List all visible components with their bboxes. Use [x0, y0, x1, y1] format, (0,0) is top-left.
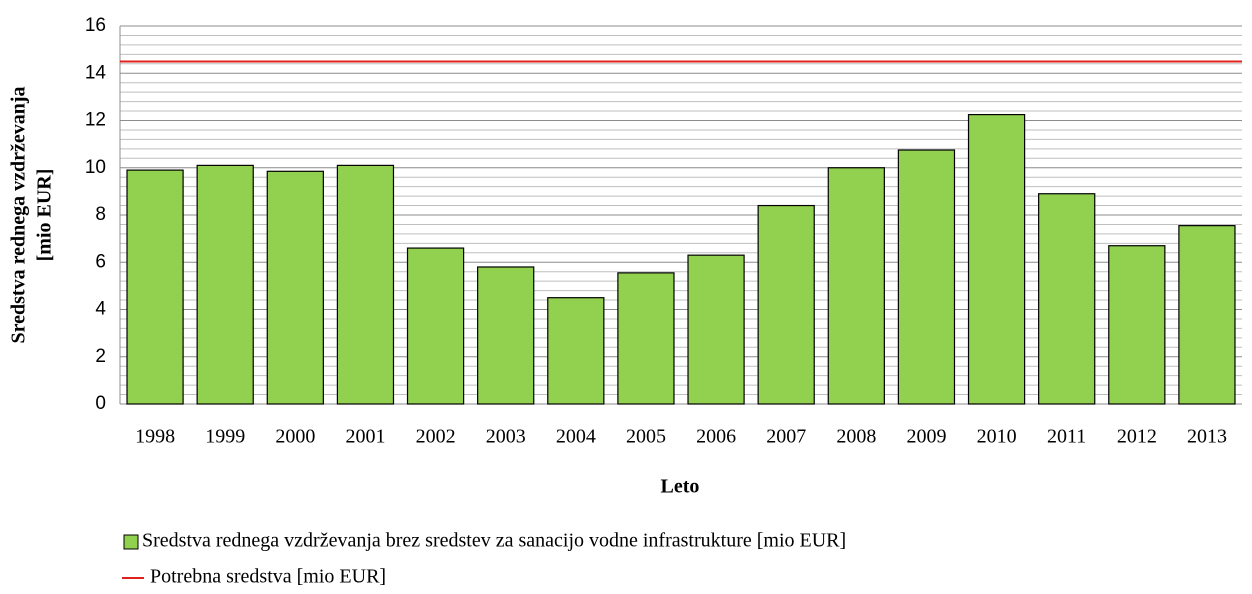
bar [897, 149, 956, 405]
x-axis-title: Leto [661, 476, 700, 498]
x-tick-label: 1999 [205, 426, 245, 448]
x-tick-label: 2013 [1187, 426, 1227, 448]
y-tick-label: 8 [95, 204, 106, 225]
x-tick-label: 2000 [275, 426, 315, 448]
y-tick-label: 6 [95, 251, 106, 272]
x-tick-label: 2012 [1117, 426, 1157, 448]
legend-label: Sredstva rednega vzdrževanja brez sredst… [142, 530, 846, 552]
y-tick-label: 2 [95, 346, 106, 367]
bar [126, 169, 184, 405]
y-tick-label: 12 [85, 110, 106, 131]
bar [1038, 193, 1096, 405]
y-tick-label: 14 [85, 62, 107, 83]
x-tick-label: 1998 [135, 426, 175, 448]
bar [196, 164, 254, 405]
x-tick-label: 2007 [766, 426, 806, 448]
bar [1178, 225, 1236, 405]
bar [336, 164, 395, 405]
y-tick-label: 10 [85, 157, 106, 178]
x-tick-label: 2011 [1047, 426, 1086, 448]
x-tick-label: 2010 [977, 426, 1017, 448]
y-tick-label: 4 [95, 299, 106, 320]
bar [1108, 245, 1166, 405]
x-tick-label: 2003 [486, 426, 526, 448]
y-axis-title: Sredstva rednega vzdrževanja [mio EUR] [8, 86, 56, 343]
legend-label: Potrebna sredstva [mio EUR] [150, 566, 386, 588]
x-tick-label: 2005 [626, 426, 666, 448]
bar [757, 204, 815, 405]
y-axis-title-line: Sredstva rednega vzdrževanja [8, 86, 30, 343]
x-tick-label: 2004 [556, 426, 596, 448]
x-tick-label: 2002 [416, 426, 456, 448]
bar [477, 266, 535, 405]
y-tick-label: 16 [85, 15, 106, 36]
x-tick-label: 2001 [345, 426, 385, 448]
y-axis-title-line: [mio EUR] [34, 169, 56, 262]
bar [406, 247, 465, 405]
y-tick-label: 0 [95, 393, 106, 414]
x-tick-label: 2009 [906, 426, 946, 448]
bar [827, 167, 885, 405]
legend-swatch [123, 534, 139, 550]
bar [617, 272, 675, 405]
bar [687, 254, 745, 405]
bar [967, 113, 1026, 405]
bar [547, 297, 605, 405]
x-tick-label: 2008 [836, 426, 876, 448]
x-tick-label: 2006 [696, 426, 736, 448]
bar [266, 170, 324, 405]
